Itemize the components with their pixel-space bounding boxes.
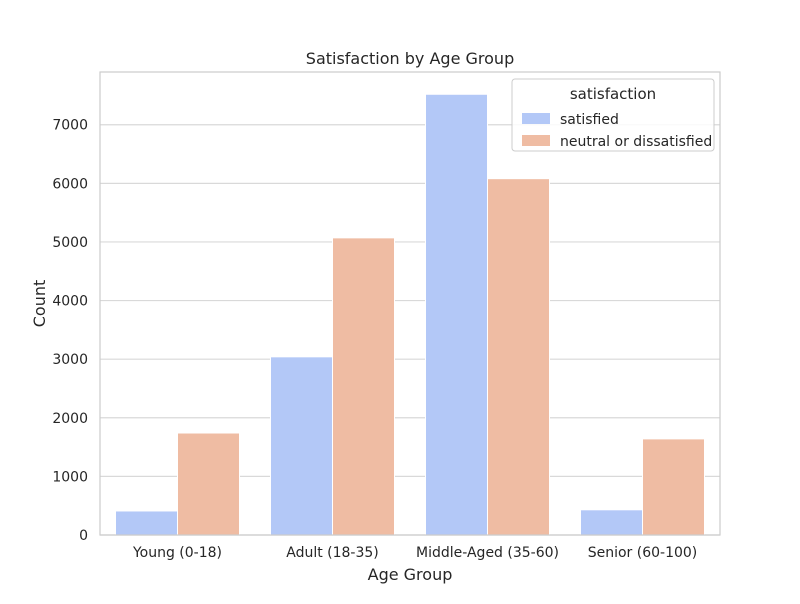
legend-entry: neutral or dissatisfied	[560, 134, 712, 150]
bar-neutral-or-dissatisfied	[487, 178, 550, 536]
bar-satisfied	[115, 510, 178, 536]
legend-swatch	[522, 135, 550, 146]
y-tick-label: 4000	[52, 294, 88, 310]
chart-title: Satisfaction by Age Group	[306, 49, 514, 68]
x-tick-label: Senior (60-100)	[588, 545, 698, 561]
legend-box	[511, 78, 715, 152]
y-tick-label: 7000	[52, 118, 88, 134]
y-tick-label: 0	[79, 528, 88, 544]
y-axis-label: Count	[30, 280, 49, 328]
bar-neutral-or-dissatisfied	[332, 237, 395, 536]
x-tick-labels: Young (0-18) Adult (18-35) Middle-Aged (35…	[132, 545, 697, 561]
bars	[115, 93, 705, 536]
legend-entry: satisfied	[560, 112, 619, 128]
y-tick-label: 5000	[52, 235, 88, 251]
y-tick-label: 3000	[52, 352, 88, 368]
legend-title: satisfaction	[570, 85, 656, 103]
legend-items: satisfied neutral or dissatisfied	[522, 112, 712, 150]
bar-neutral-or-dissatisfied	[177, 432, 240, 536]
plot-frame	[99, 71, 721, 536]
y-tick-label: 1000	[52, 469, 88, 485]
legend-swatch	[522, 113, 550, 124]
bar-neutral-or-dissatisfied	[642, 438, 705, 536]
x-axis-label: Age Group	[368, 565, 453, 584]
legend: satisfaction satisfied neutral or dissati…	[511, 78, 715, 152]
bar-satisfied	[425, 93, 488, 536]
bar-satisfied	[270, 356, 333, 536]
bar-satisfied	[580, 509, 643, 536]
x-tick-label: Young (0-18)	[132, 545, 222, 561]
y-tick-label: 6000	[52, 176, 88, 192]
y-tick-label: 2000	[52, 411, 88, 427]
x-tick-label: Middle-Aged (35-60)	[416, 545, 559, 561]
x-tick-label: Adult (18-35)	[286, 545, 379, 561]
y-tick-labels: 0 1000 2000 3000 4000 5000 6000 7000	[52, 118, 88, 544]
